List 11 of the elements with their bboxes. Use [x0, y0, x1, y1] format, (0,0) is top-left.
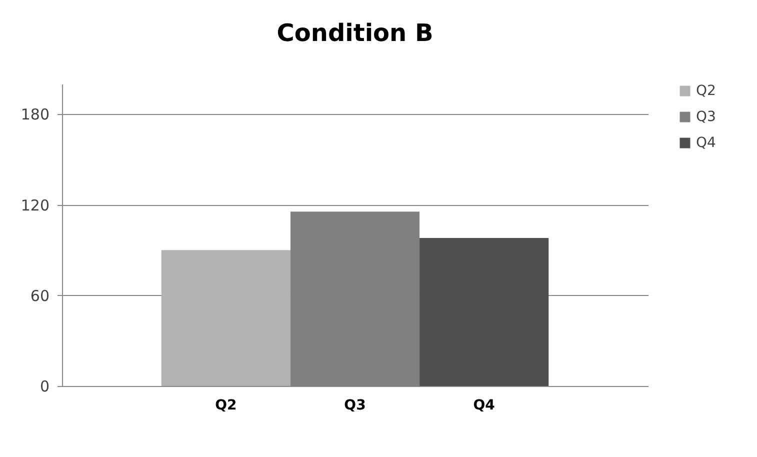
y-tick-label: 0 [40, 378, 50, 396]
chart-title: Condition B [276, 19, 434, 47]
y-tick-label: 120 [20, 196, 50, 214]
x-tick-label: Q3 [344, 398, 366, 414]
legend-label: Q3 [696, 109, 716, 125]
legend-label: Q2 [696, 83, 716, 99]
y-tick-label: 180 [20, 106, 50, 124]
x-tick-label: Q2 [215, 398, 237, 414]
y-tick-label: 60 [30, 286, 50, 305]
x-tick-label: Q4 [473, 398, 496, 414]
legend-label: Q4 [696, 135, 716, 151]
